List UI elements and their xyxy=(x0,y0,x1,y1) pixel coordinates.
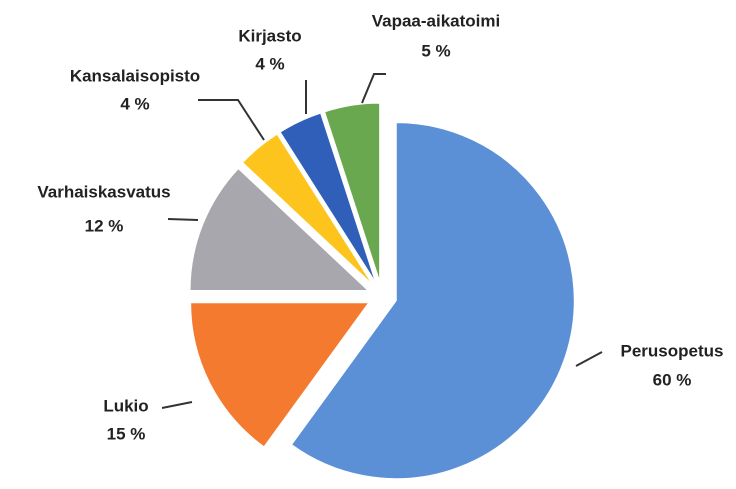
slice-value: 15 % xyxy=(107,424,146,443)
pie-slice xyxy=(241,133,373,285)
slice-label: Kansalaisopisto xyxy=(70,66,200,85)
slice-label: Kirjasto xyxy=(238,26,301,45)
leader-line xyxy=(161,401,193,409)
slice-label: Lukio xyxy=(103,396,148,415)
pie-slice xyxy=(279,112,377,283)
leader-line xyxy=(167,218,199,221)
slice-value: 4 % xyxy=(255,54,284,73)
leader-line xyxy=(198,99,265,141)
leader-line xyxy=(361,73,386,104)
pie-slice xyxy=(189,167,370,291)
slice-value: 5 % xyxy=(421,41,450,60)
slice-value: 4 % xyxy=(120,94,149,113)
pie-slice xyxy=(190,302,370,448)
pie-slice xyxy=(324,102,381,282)
slice-value: 60 % xyxy=(653,370,692,389)
slice-value: 12 % xyxy=(85,216,124,235)
leader-line xyxy=(575,351,603,367)
slice-label: Perusopetus xyxy=(621,341,724,360)
slice-label: Varhaiskasvatus xyxy=(37,182,170,201)
pie-slice xyxy=(290,122,575,480)
slice-label: Vapaa-aikatoimi xyxy=(372,11,501,30)
